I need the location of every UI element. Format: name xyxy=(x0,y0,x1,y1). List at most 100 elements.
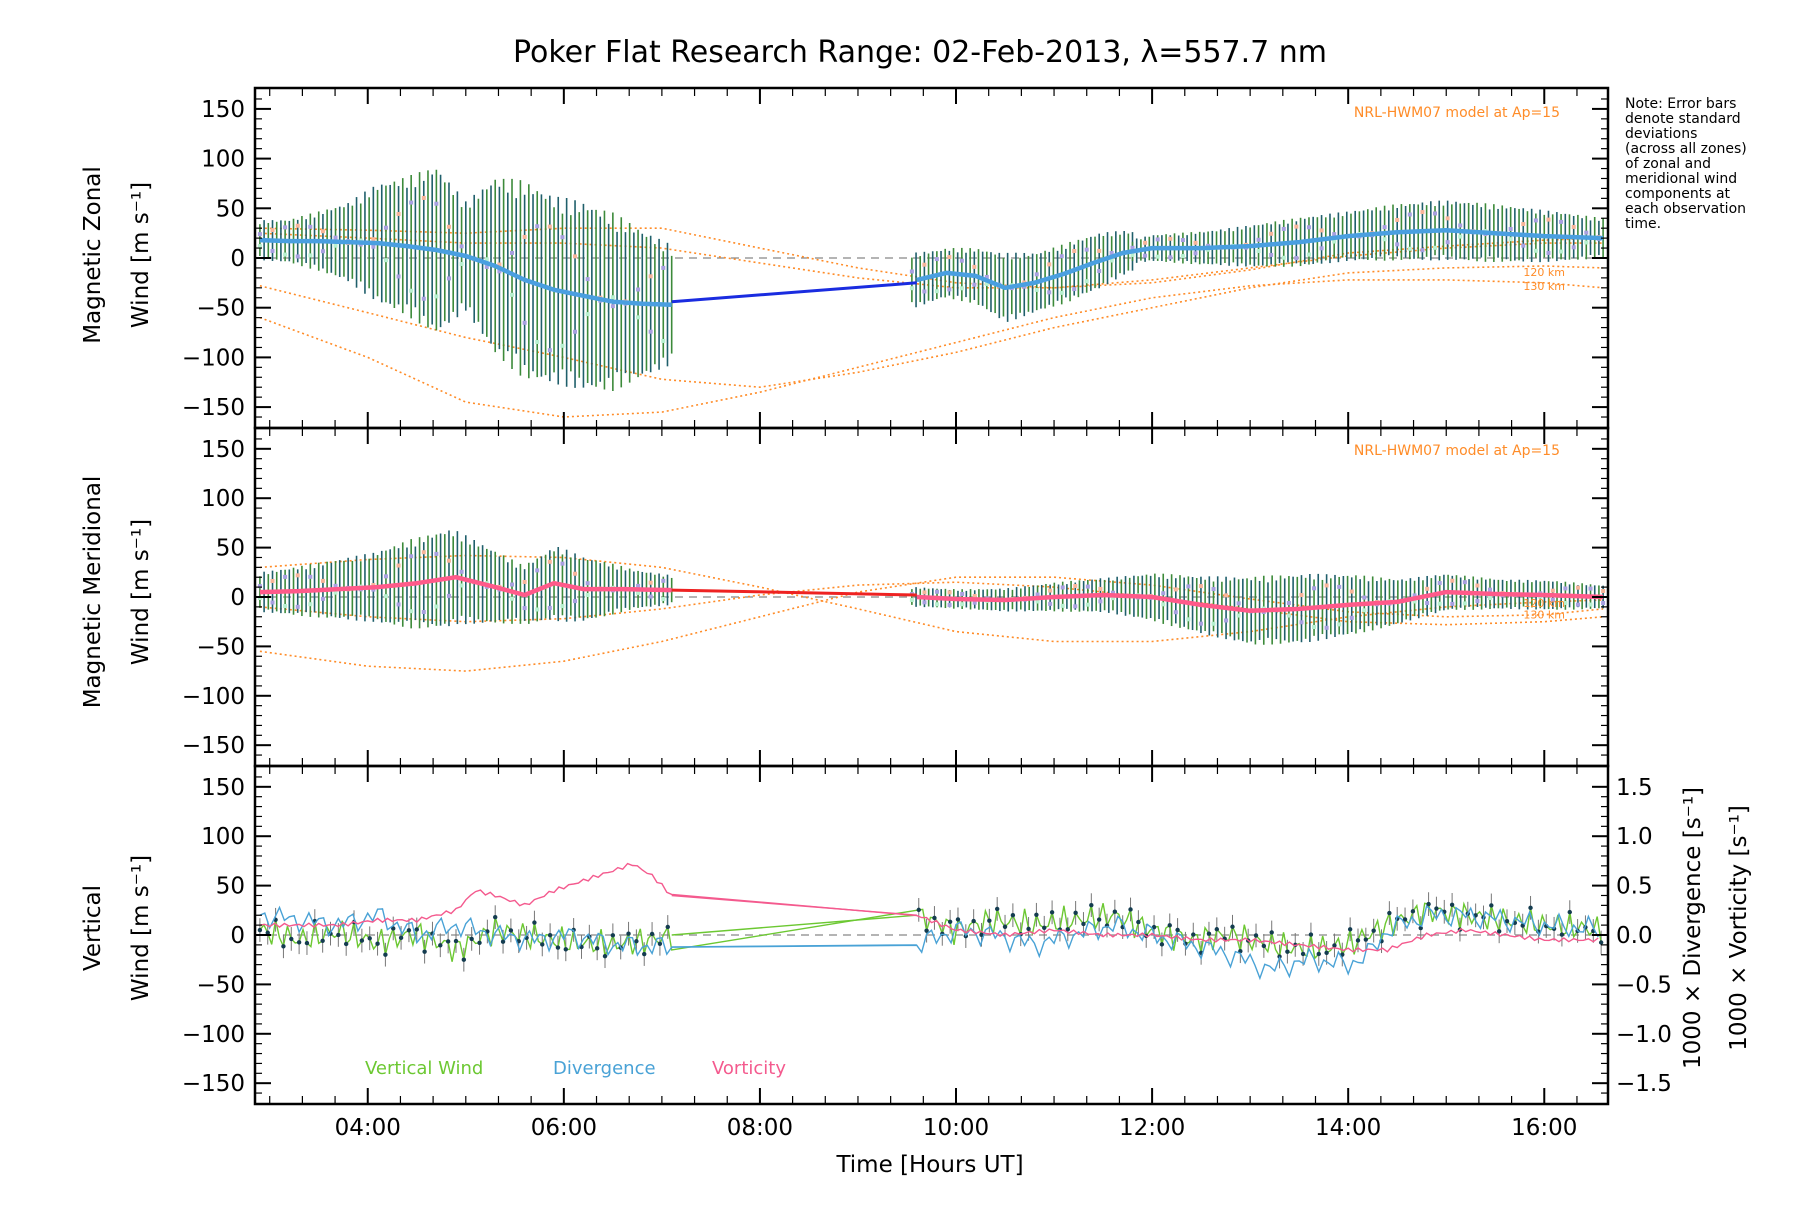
x-tick-label: 04:00 xyxy=(335,1115,401,1141)
x-tick-label: 06:00 xyxy=(531,1115,597,1141)
zone-wind-point xyxy=(1407,246,1412,251)
note-line: components at xyxy=(1625,186,1731,202)
zone-wind-point xyxy=(257,584,262,589)
zone-wind-point xyxy=(446,224,451,229)
vertical-wind-point xyxy=(971,918,976,924)
vertical-wind-point xyxy=(1128,907,1133,912)
vertical-wind-point xyxy=(375,941,380,946)
zone-wind-point xyxy=(1425,586,1430,591)
zone-wind-point xyxy=(648,329,653,334)
zone-wind-point xyxy=(1294,224,1299,229)
zone-wind-point xyxy=(270,600,275,605)
vertical-wind-point xyxy=(1253,933,1259,938)
zone-wind-point xyxy=(1211,621,1216,626)
zone-wind-point xyxy=(308,253,313,258)
vertical-wind-point xyxy=(257,927,263,933)
zone-wind-point xyxy=(1286,613,1291,618)
x-tick-label: 10:00 xyxy=(923,1115,989,1141)
zone-wind-point xyxy=(1319,228,1324,233)
zone-wind-point xyxy=(1546,217,1551,222)
y-tick-label: 50 xyxy=(216,874,245,900)
zone-wind-point xyxy=(535,568,540,573)
vertical-wind-point xyxy=(947,919,953,925)
zone-wind-point xyxy=(1168,236,1173,241)
zone-wind-point xyxy=(535,340,540,345)
note-line: (across all zones) xyxy=(1625,141,1747,157)
vertical-wind-point xyxy=(1269,930,1274,935)
zone-wind-point xyxy=(396,563,401,568)
zone-wind-point xyxy=(522,579,527,584)
vertical-wind-point xyxy=(461,957,467,962)
zone-wind-point xyxy=(295,604,300,609)
vorticity-line xyxy=(259,862,1599,953)
zone-wind-point xyxy=(1155,237,1160,242)
zone-wind-point xyxy=(484,264,489,269)
zone-wind-point xyxy=(1362,608,1367,613)
zone-wind-point xyxy=(560,235,565,240)
zone-wind-point xyxy=(585,312,590,317)
y2-tick-label: 0.5 xyxy=(1616,874,1653,900)
vertical-wind-point xyxy=(1073,910,1078,916)
zone-wind-point xyxy=(922,600,927,605)
vertical-wind-point xyxy=(634,939,639,944)
zone-wind-point xyxy=(1312,586,1317,591)
vertical-wind-point xyxy=(1089,902,1094,908)
zone-wind-point xyxy=(1269,231,1274,236)
zone-wind-point xyxy=(661,338,666,343)
zone-wind-point xyxy=(972,282,977,287)
vertical-wind-point xyxy=(406,928,412,933)
zone-wind-point xyxy=(1475,583,1480,588)
y-tick-label: −50 xyxy=(196,634,245,660)
vertical-wind-panel: Vertical Wind [m s⁻¹] 1000 × Divergence … xyxy=(80,764,1752,1106)
vertical-wind-point xyxy=(343,941,349,947)
zone-wind-point xyxy=(535,224,540,229)
zone-wind-point xyxy=(446,558,451,563)
vertical-wind-point xyxy=(626,931,631,936)
zone-wind-point xyxy=(1601,588,1606,593)
meridional-ylabel-line1: Magnetic Meridional xyxy=(80,476,106,709)
vertical-wind-point xyxy=(359,938,365,943)
zone-wind-point xyxy=(1420,210,1425,215)
zone-wind-point xyxy=(1059,254,1064,259)
vertical-wind-point xyxy=(336,932,341,938)
zone-wind-point xyxy=(1508,237,1513,242)
zone-wind-point xyxy=(560,561,565,566)
x-tick-label: 14:00 xyxy=(1315,1115,1381,1141)
y-tick-label: 150 xyxy=(201,437,245,463)
zone-wind-point xyxy=(1193,251,1198,256)
x-tick-label: 12:00 xyxy=(1119,1115,1185,1141)
zone-wind-point xyxy=(383,225,388,230)
zone-wind-point xyxy=(1521,243,1526,248)
zone-wind-point xyxy=(522,234,527,239)
y-tick-label: 0 xyxy=(230,923,245,949)
zone-wind-point xyxy=(648,580,653,585)
zone-wind-point xyxy=(1601,601,1606,606)
model-altitude-label: 130 km xyxy=(1523,280,1565,293)
zone-wind-point xyxy=(459,569,464,574)
zone-wind-point xyxy=(409,288,414,293)
zone-wind-point xyxy=(320,578,325,583)
zone-wind-point xyxy=(383,574,388,579)
model-altitude-label: 130 km xyxy=(1523,609,1565,622)
zone-wind-point xyxy=(1550,588,1555,593)
vertical-wind-point xyxy=(367,936,372,941)
vertical-wind-point xyxy=(1504,919,1510,924)
zone-wind-point xyxy=(459,583,464,588)
note-line: time. xyxy=(1625,216,1661,232)
zonal-ylabel-line1: Magnetic Zonal xyxy=(80,166,106,344)
y2-tick-label: −1.5 xyxy=(1616,1071,1672,1097)
zone-wind-point xyxy=(1110,590,1115,595)
zone-wind-point xyxy=(1458,234,1463,239)
zone-wind-point xyxy=(484,257,489,262)
zone-wind-point xyxy=(1180,238,1185,243)
vertical-wind-point xyxy=(1371,928,1376,933)
model-altitude-label: 120 km xyxy=(1523,266,1565,279)
zone-wind-point xyxy=(421,609,426,614)
vertical-wind-point xyxy=(265,930,270,935)
zone-wind-point xyxy=(1332,239,1337,244)
zone-wind-point xyxy=(1571,245,1576,250)
zone-wind-point xyxy=(283,252,288,257)
zone-wind-point xyxy=(1180,254,1185,259)
zone-wind-point xyxy=(1462,580,1467,585)
vertical-wind-point xyxy=(438,943,443,948)
